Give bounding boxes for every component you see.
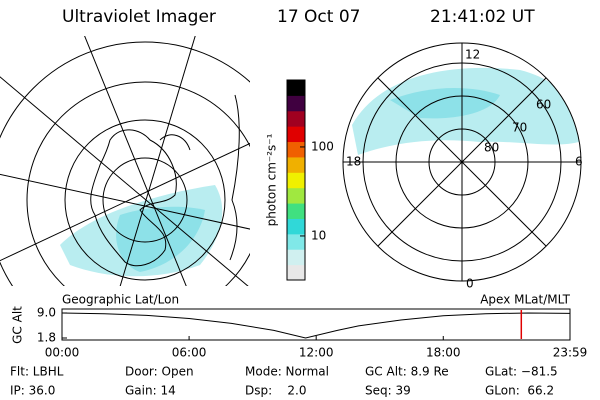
altitude-line bbox=[61, 312, 571, 339]
geographic-map bbox=[0, 36, 250, 286]
map-label: Apex MLat/MLT bbox=[480, 293, 570, 307]
x-tick-label: 18:00 bbox=[426, 346, 461, 360]
status-field: Mode: Normal bbox=[245, 365, 329, 379]
status-field: Seq: 39 bbox=[365, 384, 411, 398]
colorbar-swatch bbox=[287, 126, 305, 143]
colorbar-swatch bbox=[287, 249, 305, 266]
status-field: GLat: −81.5 bbox=[485, 365, 558, 379]
x-tick-label: 23:59 bbox=[553, 346, 588, 360]
status-field: Door: Open bbox=[125, 365, 194, 379]
colorbar-swatch bbox=[287, 264, 305, 281]
x-tick-label: 06:00 bbox=[172, 346, 207, 360]
colorbar-tick-label: 100 bbox=[311, 139, 334, 153]
mlat-label: 80 bbox=[484, 141, 499, 155]
timeline-ylabel: GC Alt bbox=[11, 306, 25, 344]
status-field: Gain: 14 bbox=[125, 384, 176, 398]
colorbar-swatch bbox=[287, 203, 305, 219]
colorbar-swatch bbox=[287, 233, 305, 250]
colorbar-swatch bbox=[287, 95, 305, 112]
mlt-label: 6 bbox=[575, 155, 583, 169]
title: Ultraviolet Imager bbox=[62, 7, 216, 27]
colorbar-frame bbox=[286, 79, 306, 281]
colorbar-swatch bbox=[287, 156, 305, 173]
status-field: GC Alt: 8.9 Re bbox=[365, 365, 449, 379]
mlt-label: 18 bbox=[346, 155, 361, 169]
map-label: Geographic Lat/Lon bbox=[62, 293, 179, 307]
status-field: Dsp: 2.0 bbox=[245, 384, 307, 398]
colorbar: 10 100 bbox=[286, 79, 334, 281]
mlt-label: 12 bbox=[465, 48, 480, 62]
y-tick-label: 9.0 bbox=[37, 306, 56, 320]
status-field: GLon: 66.2 bbox=[485, 384, 554, 398]
colorbar-swatch bbox=[287, 141, 305, 158]
polar-map bbox=[342, 42, 582, 282]
mlat-label: 60 bbox=[536, 98, 551, 112]
colorbar-tick-label: 10 bbox=[311, 228, 326, 242]
status-field: IP: 36.0 bbox=[10, 384, 55, 398]
colorbar-swatch bbox=[287, 110, 305, 127]
mlat-label: 70 bbox=[512, 121, 527, 135]
colorbar-label: photon cm⁻²s⁻¹ bbox=[265, 133, 279, 226]
status-field: Flt: LBHL bbox=[10, 365, 64, 379]
y-tick-label: 1.8 bbox=[37, 331, 56, 345]
colorbar-swatch bbox=[287, 80, 305, 96]
mlt-label: 0 bbox=[466, 277, 474, 291]
time: 21:41:02 UT bbox=[430, 7, 535, 27]
colorbar-swatch bbox=[287, 218, 305, 235]
x-tick-label: 12:00 bbox=[299, 346, 334, 360]
x-tick-label: 00:00 bbox=[45, 346, 80, 360]
date: 17 Oct 07 bbox=[277, 7, 360, 27]
colorbar-swatch bbox=[287, 172, 305, 189]
footer: Flt: LBHL Door: Open Mode: Normal GC Alt: 8… bbox=[10, 365, 558, 398]
colorbar-swatch bbox=[287, 187, 305, 204]
